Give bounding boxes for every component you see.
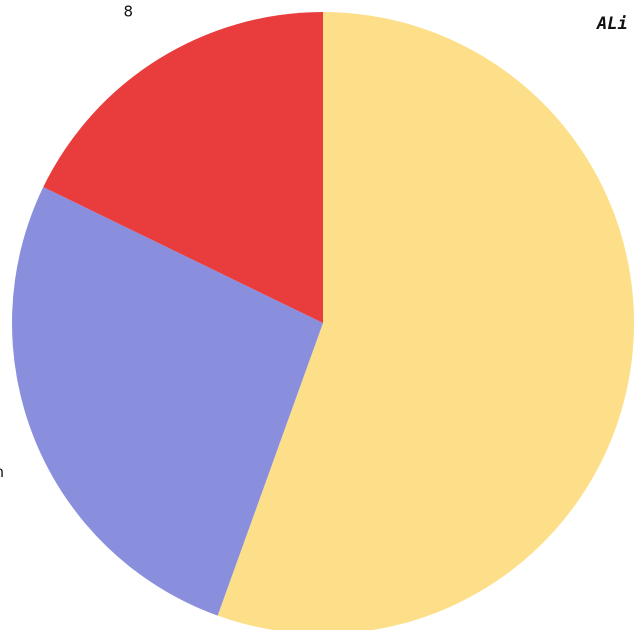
pie-slice — [43, 12, 323, 323]
pie-slice — [12, 187, 324, 616]
annotation: ALi — [596, 14, 628, 34]
pie-slice — [217, 12, 634, 630]
slice-label: 8 — [124, 2, 134, 20]
slice-label: nigen — [0, 463, 4, 481]
